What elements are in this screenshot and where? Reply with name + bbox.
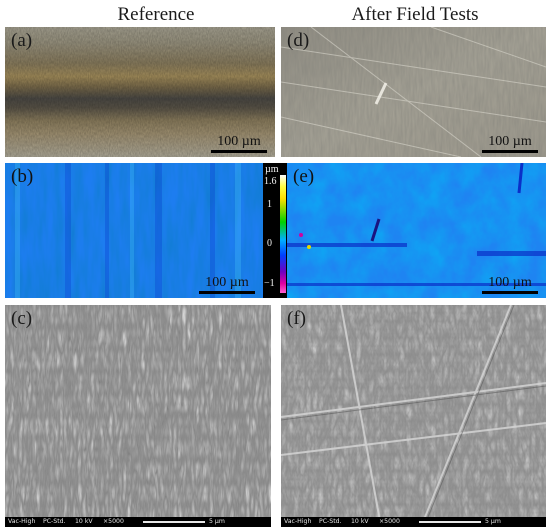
colorbar-unit: µm (265, 164, 279, 175)
panel-e-scale-line (482, 291, 538, 294)
panel-c-sem-mode: Vac-High (8, 518, 36, 525)
panel-f-sem-info-bar: Vac-High PC-Std. 10 kV ×5000 5 µm (281, 517, 546, 527)
panel-f-label: (f) (287, 308, 306, 329)
optical-image-after (281, 27, 546, 157)
panel-c-sem-info-bar: Vac-High PC-Std. 10 kV ×5000 5 µm (5, 517, 271, 527)
panel-c-sem-magnification: ×5000 (103, 518, 124, 525)
panel-e-label: (e) (293, 166, 315, 187)
optical-image-reference (5, 27, 275, 157)
height-colorbar: µm 1.6 1 0 −1 (263, 163, 287, 298)
panel-f-sem-scale: 5 µm (485, 518, 501, 525)
sem-image-after (281, 305, 546, 527)
panel-f-sem-scale-line (419, 521, 481, 523)
panel-d-label: (d) (287, 30, 310, 51)
panel-a-scale-bar: 100 µm (211, 134, 267, 153)
panel-d-scale-bar: 100 µm (482, 134, 538, 153)
panel-f-sem-magnification: ×5000 (379, 518, 400, 525)
panel-d-optical-after: (d) 100 µm (281, 27, 546, 157)
panel-f-sem-mode: Vac-High (284, 518, 312, 525)
height-map-after (287, 163, 546, 298)
panel-f-sem-detector: PC-Std. (319, 518, 342, 525)
panel-b-scale-text: 100 µm (205, 275, 249, 290)
reference-column-title: Reference (117, 4, 195, 25)
panel-e-height-map-after: (e) 100 µm (287, 163, 546, 298)
after-field-tests-column-title: After Field Tests (351, 4, 479, 25)
panel-b-height-map-reference: (b) 100 µm (5, 163, 263, 298)
colorbar-tick-1: 1 (267, 199, 272, 210)
panel-f-sem-voltage: 10 kV (351, 518, 369, 525)
panel-b-scale-bar: 100 µm (199, 275, 255, 294)
height-map-reference (5, 163, 263, 298)
sem-image-reference (5, 305, 271, 527)
panel-a-label: (a) (11, 30, 33, 51)
panel-c-sem-reference: (c) Vac-High PC-Std. 10 kV ×5000 5 µm (5, 305, 271, 527)
panel-f-sem-after: (f) Vac-High PC-Std. 10 kV ×5000 5 µm (281, 305, 546, 527)
colorbar-tick-min: −1 (264, 278, 275, 289)
colorbar-gradient (280, 175, 286, 293)
panel-a-scale-line (211, 150, 267, 153)
colorbar-tick-max: 1.6 (264, 176, 277, 187)
panel-c-label: (c) (11, 308, 33, 329)
panel-e-scale-bar: 100 µm (482, 275, 538, 294)
panel-c-sem-voltage: 10 kV (75, 518, 93, 525)
panel-c-sem-scale-line (143, 521, 205, 523)
panel-a-scale-text: 100 µm (217, 134, 261, 149)
panel-b-label: (b) (11, 166, 34, 187)
panel-d-scale-line (482, 150, 538, 153)
panel-b-scale-line (199, 291, 255, 294)
panel-c-sem-detector: PC-Std. (43, 518, 66, 525)
panel-d-scale-text: 100 µm (488, 134, 532, 149)
panel-c-sem-scale: 5 µm (209, 518, 225, 525)
panel-a-optical-reference: (a) 100 µm (5, 27, 275, 157)
panel-e-scale-text: 100 µm (488, 275, 532, 290)
colorbar-tick-0: 0 (267, 238, 272, 249)
